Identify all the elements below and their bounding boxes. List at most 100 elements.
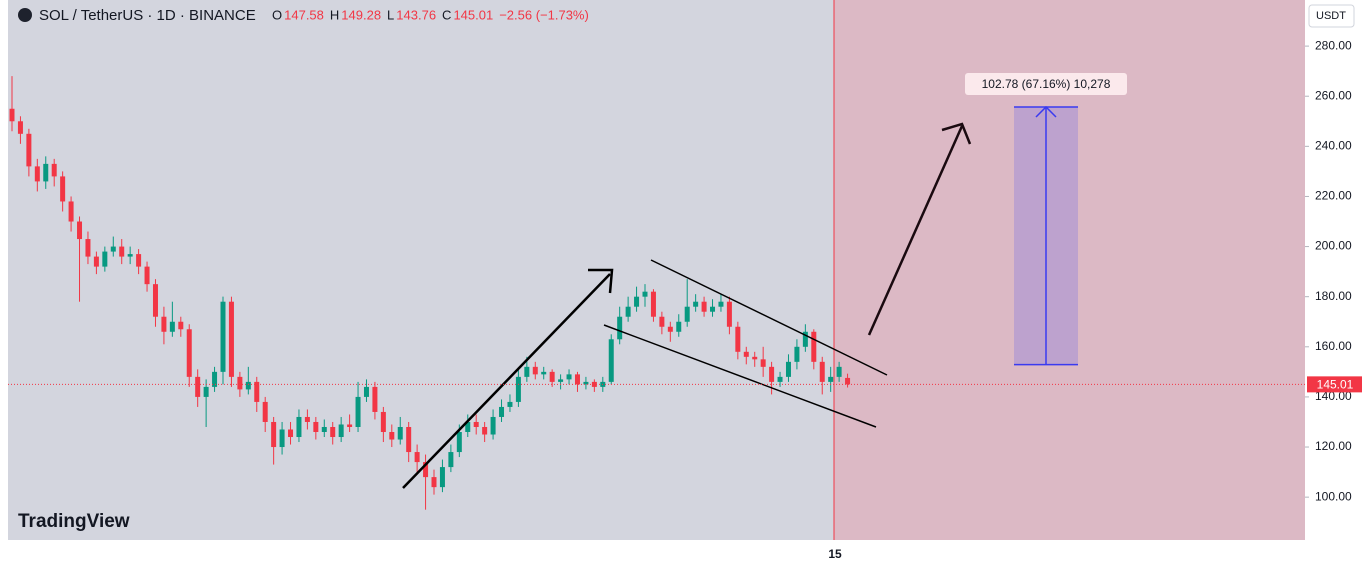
x-tick-label: 15 [828, 547, 842, 561]
candle-body [347, 424, 353, 427]
ohlc-value: 143.76 [396, 7, 436, 22]
candle-body [262, 401, 268, 422]
candle-body [355, 396, 361, 427]
candle-body [414, 452, 420, 463]
candle-body [203, 386, 209, 397]
candle-body [195, 376, 201, 397]
channel-line [650, 259, 888, 376]
ohlc-label: C [442, 7, 451, 22]
candle-body [169, 321, 175, 332]
candle-body [482, 426, 488, 435]
candle-body [313, 421, 319, 432]
symbol: SOL / TetherUS · 1D · BINANCE [39, 7, 256, 24]
candle-body [828, 376, 834, 382]
ohlc-label: L [387, 7, 394, 22]
candle-body [330, 426, 336, 438]
candle-body [836, 366, 842, 377]
candle-body [85, 239, 91, 257]
candle-body [17, 121, 23, 134]
target-arrow [867, 125, 964, 336]
candle-body [456, 432, 462, 453]
candle-body [777, 376, 783, 382]
candle-body [507, 401, 513, 407]
trend-arrow [402, 273, 611, 489]
candle-body [625, 306, 631, 317]
candle-body [220, 301, 226, 372]
candle-body [271, 421, 277, 448]
candle-body [439, 467, 445, 488]
candle-body [802, 331, 808, 347]
candle-body [397, 426, 403, 440]
candle-body [650, 291, 656, 317]
candle-body [465, 421, 471, 432]
candle-body [752, 356, 758, 360]
candle-body [9, 108, 15, 122]
y-tick-label: 280.00 [1315, 38, 1352, 52]
arrow-head [588, 268, 614, 294]
candle-body [254, 381, 260, 402]
candle-body [363, 386, 369, 397]
candle-body [574, 374, 580, 385]
candle-body [558, 379, 564, 382]
measure-label-box [965, 72, 1127, 95]
candle-body [178, 321, 184, 330]
candle-body [321, 426, 327, 432]
ohlc-label: O [272, 7, 282, 22]
candle-body [102, 251, 108, 267]
currency[interactable]: USDT [1316, 10, 1346, 22]
y-tick-label: 140.00 [1315, 389, 1352, 403]
candle-body [389, 432, 395, 440]
candle-body [549, 371, 555, 382]
y-tick-label: 120.00 [1315, 439, 1352, 453]
candle-body [591, 381, 597, 387]
candle-body [186, 329, 192, 377]
candle-body [119, 246, 125, 257]
y-tick-label: 160.00 [1315, 339, 1352, 353]
candle-body [499, 406, 505, 417]
y-tick-label: 200.00 [1315, 239, 1352, 253]
candle-body [51, 163, 57, 177]
candle-body [161, 316, 167, 332]
candle-body [701, 301, 707, 312]
time-axis [8, 540, 1305, 568]
candle-body [743, 351, 749, 357]
candle-body [785, 361, 791, 377]
y-tick-label: 240.00 [1315, 139, 1352, 153]
candle-body [152, 284, 158, 317]
candle-body [642, 291, 648, 297]
candle-body [667, 326, 673, 332]
candle-body [136, 254, 142, 267]
currency-box[interactable] [1308, 4, 1355, 28]
candle-body [515, 376, 521, 402]
candle-body [541, 371, 547, 375]
candle-body [608, 339, 614, 382]
last-price-tag [1307, 376, 1362, 393]
candle-body [406, 426, 412, 453]
candle-body [693, 301, 699, 307]
candle-body [77, 221, 83, 240]
measure-arrow-head [1035, 105, 1057, 118]
channel-line [603, 324, 877, 428]
candle-body [93, 256, 99, 267]
measure-label: 102.78 (67.16%) 10,278 [982, 77, 1111, 91]
candle-body [532, 366, 538, 375]
candle-body [566, 374, 572, 380]
y-tick-label: 220.00 [1315, 189, 1352, 203]
candle-body [845, 377, 851, 385]
candle-body [726, 301, 732, 327]
candle-body [237, 376, 243, 390]
candle-body [26, 133, 32, 167]
candle-body [760, 359, 766, 367]
candle-body [279, 429, 285, 448]
candle-body [583, 381, 589, 385]
candle-body [380, 411, 386, 432]
candle-body [34, 166, 40, 182]
arrow-head [941, 122, 972, 145]
candle-body [659, 316, 665, 327]
candle-body [684, 306, 690, 322]
y-tick-label: 180.00 [1315, 289, 1352, 303]
candle-body [617, 316, 623, 340]
candle-body [212, 371, 218, 387]
candle-body [372, 386, 378, 412]
